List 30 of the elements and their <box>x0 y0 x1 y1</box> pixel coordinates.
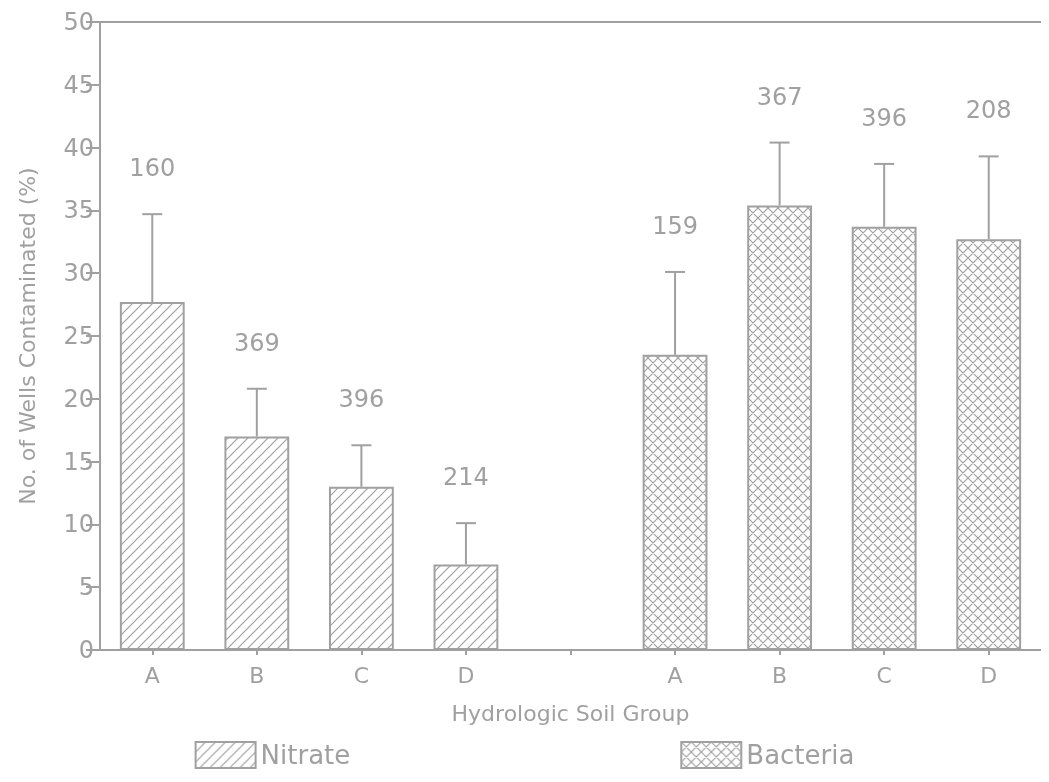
annotation: 159 <box>652 211 698 240</box>
annotation: 396 <box>338 385 385 414</box>
x-tick-label: B <box>249 662 265 688</box>
annotation: 369 <box>233 328 280 357</box>
y-tick-label: 40 <box>63 133 94 162</box>
annotation: 367 <box>756 82 803 111</box>
annotation: 160 <box>129 154 176 183</box>
x-tick-label: C <box>353 662 370 688</box>
legend-label: Bacteria <box>746 740 855 770</box>
x-tick-label: A <box>144 662 160 688</box>
x-tick-label: A <box>667 662 683 688</box>
x-tick-label: B <box>772 662 788 688</box>
y-axis-title: No. of Wells Contaminated (%) <box>14 167 40 505</box>
y-tick-label: 10 <box>63 510 94 539</box>
y-tick-label: 25 <box>63 322 94 350</box>
y-tick-label: 45 <box>63 70 94 99</box>
annotation: 214 <box>443 463 489 492</box>
annotation: 396 <box>861 103 908 132</box>
y-tick-label: 30 <box>63 259 94 288</box>
x-axis-title: Hydrologic Soil Group <box>451 700 690 726</box>
x-tick-label: D <box>980 662 998 688</box>
legend-label: Nitrate <box>260 740 351 770</box>
annotation: 208 <box>965 96 1012 125</box>
x-tick-label: C <box>876 662 892 688</box>
y-tick-label: 50 <box>63 8 94 36</box>
y-tick-label: 20 <box>63 384 94 413</box>
x-tick-label: D <box>457 662 475 688</box>
y-tick-label: 0 <box>78 636 94 664</box>
y-tick-label: 15 <box>63 447 94 476</box>
y-tick-label: 35 <box>63 196 94 225</box>
